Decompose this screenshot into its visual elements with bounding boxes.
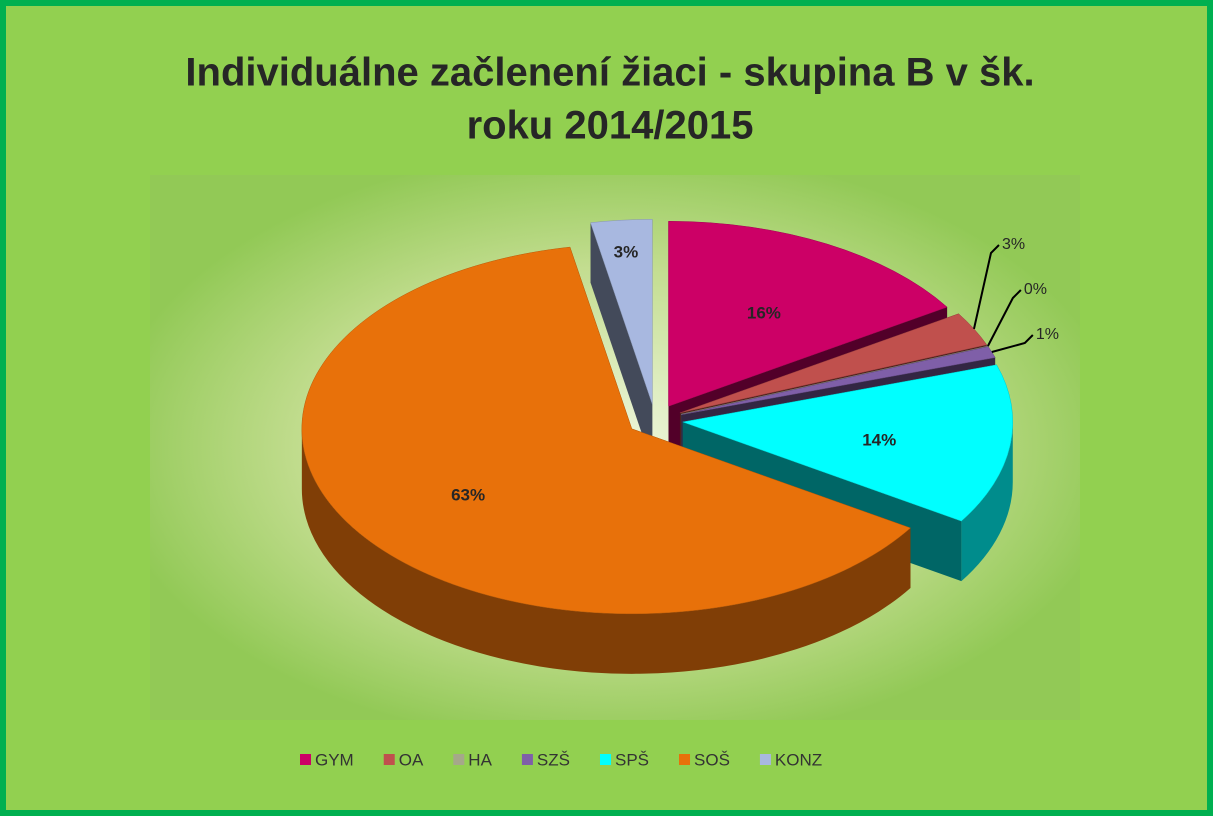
legend-swatch [759, 754, 771, 765]
slice [590, 219, 653, 405]
chart-title: roku 2014/2015 [467, 104, 754, 148]
legend-label: OA [399, 750, 424, 769]
chart-title: Individuálne začlenení žiaci - skupina B… [185, 51, 1034, 95]
leader-line [991, 334, 1034, 353]
data-label: 3% [614, 242, 639, 261]
legend-label: SZŠ [537, 750, 570, 769]
slice [681, 346, 996, 415]
data-label: 1% [1036, 326, 1059, 343]
legend-label: SPŠ [615, 750, 649, 769]
data-label: 16% [747, 303, 781, 322]
legend-label: KONZ [775, 750, 822, 769]
leader-line [973, 244, 1000, 330]
legend-swatch [521, 754, 533, 765]
slice [679, 313, 988, 414]
data-label: 63% [451, 486, 485, 505]
legend-swatch [383, 754, 395, 765]
legend: GYM OA HA SZŠ SPŠ SOŠ KONZ [300, 750, 822, 769]
slice-side [590, 222, 653, 465]
data-label: 14% [862, 430, 896, 449]
slice [680, 345, 988, 415]
slice-wall [301, 428, 911, 674]
pie: 16% 3% 0% 1% 14% 63% 3% [301, 219, 1059, 674]
slice-wall [961, 421, 1013, 582]
legend-label: HA [468, 750, 492, 769]
legend-label: SOŠ [694, 750, 730, 769]
leader-line [986, 289, 1022, 347]
data-label: 0% [1024, 281, 1047, 298]
slice [301, 246, 911, 615]
data-label: 3% [1002, 236, 1025, 253]
slice [681, 364, 1014, 522]
slice [668, 221, 948, 407]
legend-swatch [679, 754, 691, 765]
legend-label: GYM [315, 750, 354, 769]
legend-swatch [300, 754, 311, 765]
legend-swatch [453, 754, 465, 765]
legend-swatch [599, 754, 611, 765]
